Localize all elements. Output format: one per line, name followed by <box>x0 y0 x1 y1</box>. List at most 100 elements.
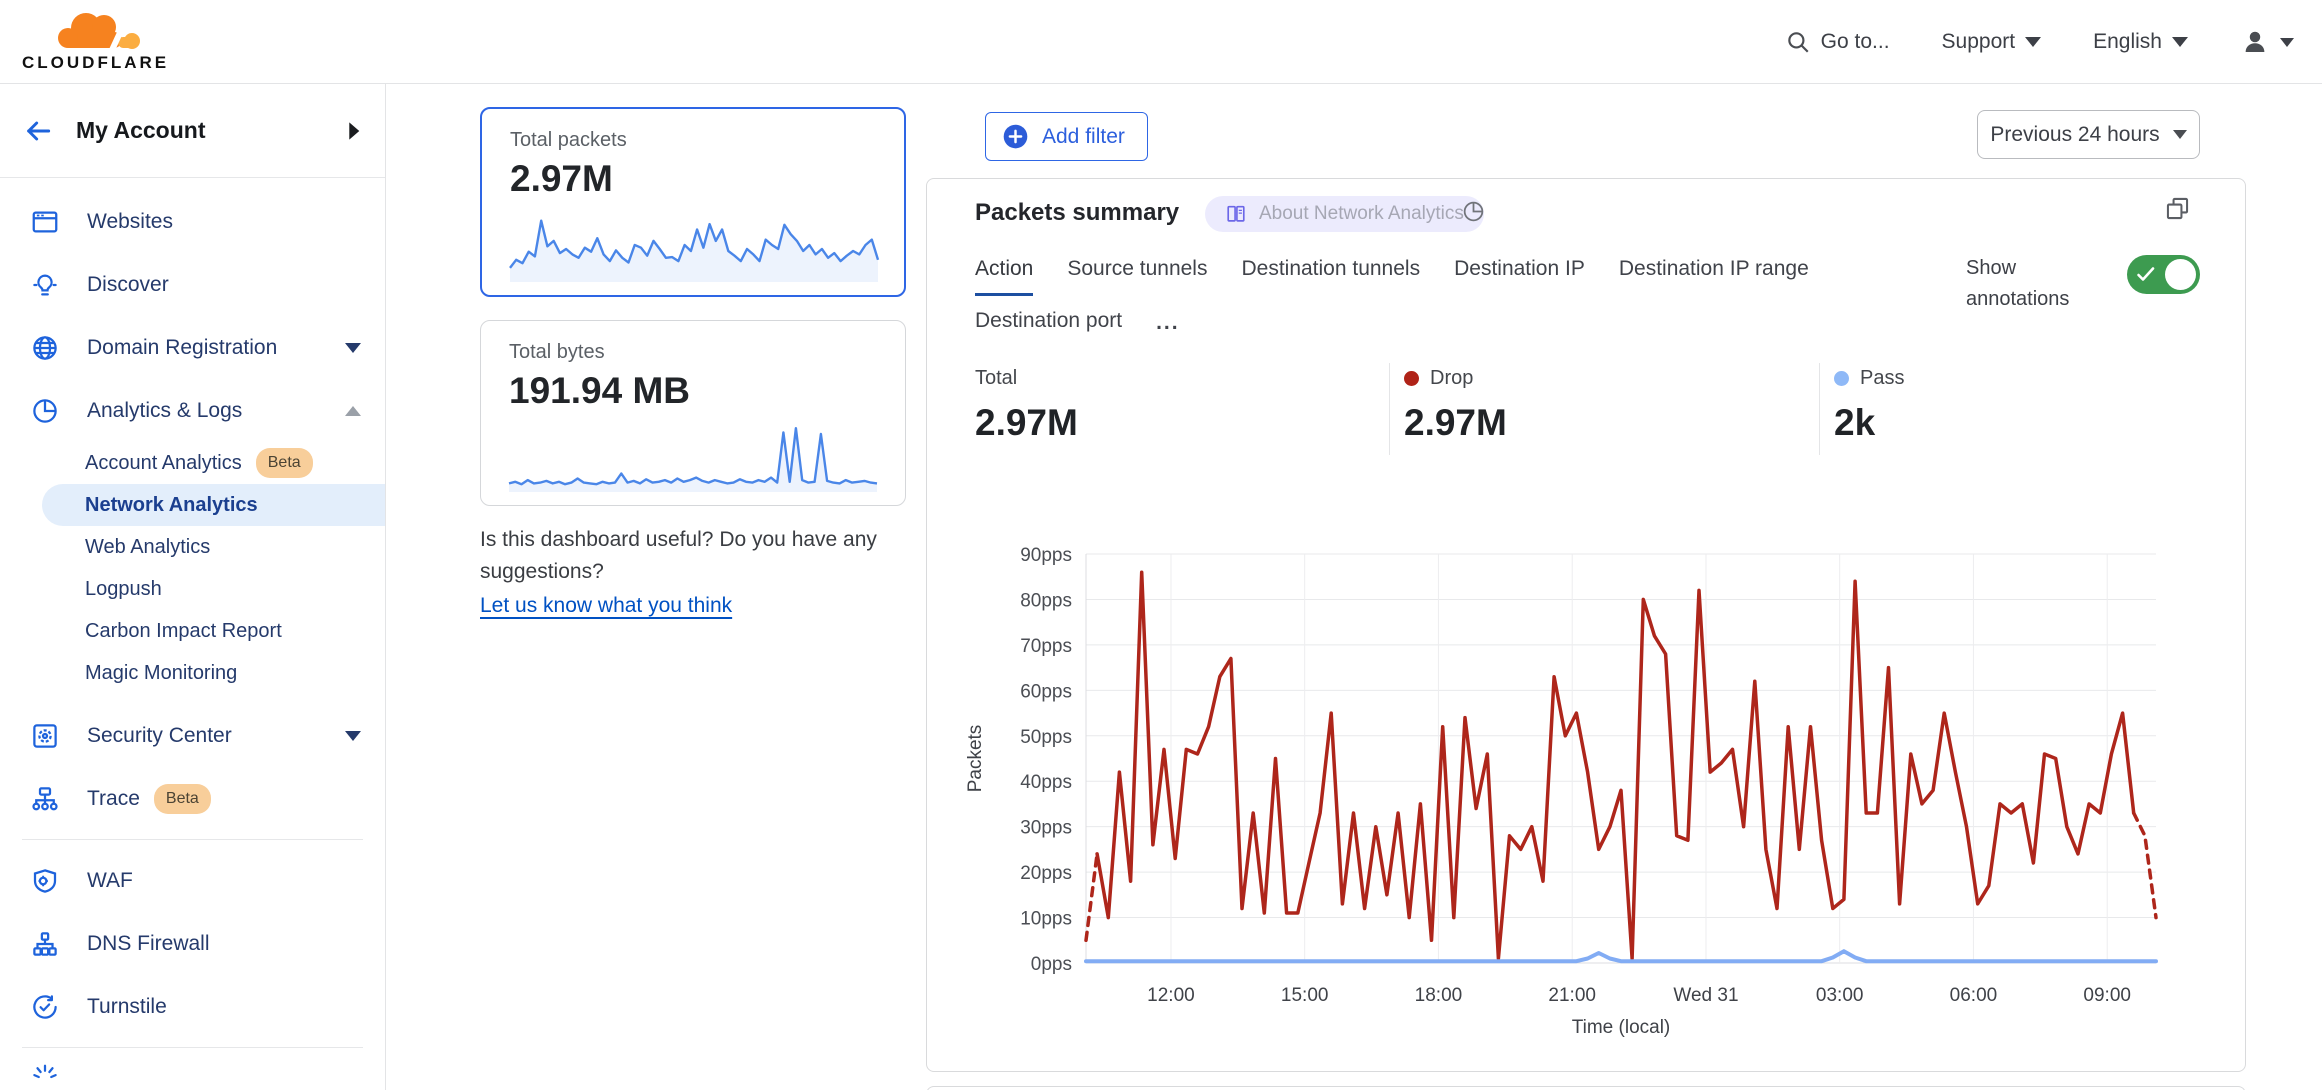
trace-icon <box>28 782 62 816</box>
svg-text:60pps: 60pps <box>1020 681 1072 702</box>
caret-up-icon <box>345 405 361 416</box>
goto-search[interactable]: Go to... <box>1785 29 1890 55</box>
caret-down-icon <box>345 730 361 741</box>
caret-down-icon <box>2172 37 2188 47</box>
book-icon <box>1225 203 1247 225</box>
tab-destination-ip-range[interactable]: Destination IP range <box>1618 257 1809 280</box>
add-filter-button[interactable]: Add filter <box>985 112 1148 161</box>
sidebar-item-domain-registration[interactable]: Domain Registration <box>0 316 385 379</box>
support-menu[interactable]: Support <box>1942 30 2042 54</box>
sidebar-subitem-web-analytics[interactable]: Web Analytics <box>0 526 385 568</box>
sidebar-item-label: Domain Registration <box>87 335 278 359</box>
sidebar-subitem-account-analytics[interactable]: Account Analytics Beta <box>0 442 385 484</box>
sidebar-item-trace[interactable]: Trace Beta <box>0 767 385 830</box>
svg-text:15:00: 15:00 <box>1281 985 1329 1006</box>
stat-value: 2.97M <box>975 402 1078 443</box>
burst-icon <box>28 1060 62 1090</box>
subitem-label: Magic Monitoring <box>85 661 238 684</box>
pass-legend-dot <box>1834 371 1849 386</box>
drop-legend-dot <box>1404 371 1419 386</box>
beta-badge: Beta <box>153 783 211 814</box>
stat-drop: Drop 2.97M <box>1404 367 1507 444</box>
time-pie-icon[interactable] <box>1461 199 1486 224</box>
cloudflare-cloud-icon <box>40 8 152 52</box>
stat-divider <box>1819 363 1820 455</box>
show-annotations-toggle[interactable] <box>2127 255 2200 294</box>
feedback-link[interactable]: Let us know what you think <box>480 594 733 617</box>
sidebar-item-analytics-logs[interactable]: Analytics & Logs <box>0 379 385 442</box>
metric-label: Total bytes <box>509 341 605 363</box>
feedback-question: Is this dashboard useful? Do you have an… <box>480 528 877 583</box>
subitem-label: Account Analytics <box>85 451 242 474</box>
pie-chart-icon <box>28 394 62 428</box>
sidebar-item-label: Trace <box>87 786 140 810</box>
expand-icon[interactable] <box>2164 195 2191 222</box>
about-badge-label: About Network Analytics <box>1259 203 1464 224</box>
sidebar-item-waf[interactable]: WAF <box>0 849 385 912</box>
svg-text:50pps: 50pps <box>1020 727 1072 748</box>
sidebar-nav: Websites Discover Domain Registrati <box>0 178 385 1090</box>
stat-pass: Pass 2k <box>1834 367 1904 444</box>
metric-value: 191.94 MB <box>509 370 690 411</box>
svg-text:Packets: Packets <box>965 725 986 793</box>
svg-text:12:00: 12:00 <box>1147 985 1195 1006</box>
svg-text:70pps: 70pps <box>1020 636 1072 657</box>
search-icon <box>1785 29 1811 55</box>
sidebar-subitem-network-analytics[interactable]: Network Analytics <box>42 484 385 526</box>
total-packets-card[interactable]: Total packets 2.97M <box>480 107 906 297</box>
cloudflare-logo[interactable]: CLOUDFLARE <box>22 8 169 73</box>
about-network-analytics-badge[interactable]: About Network Analytics <box>1205 196 1484 232</box>
total-bytes-card[interactable]: Total bytes 191.94 MB <box>480 320 906 506</box>
svg-text:18:00: 18:00 <box>1415 985 1463 1006</box>
caret-down-icon <box>345 342 361 353</box>
sidebar-subitem-magic-monitoring[interactable]: Magic Monitoring <box>0 652 385 694</box>
caret-down-icon <box>2025 37 2042 47</box>
subitem-label: Carbon Impact Report <box>85 619 282 642</box>
stats-row: Total 2.97M Drop 2.97M Pass 2k <box>927 363 2245 459</box>
svg-text:40pps: 40pps <box>1020 772 1072 793</box>
sidebar-item-partial[interactable] <box>0 1057 385 1090</box>
sidebar-subitem-logpush[interactable]: Logpush <box>0 568 385 610</box>
tab-destination-port[interactable]: Destination port <box>975 309 1123 332</box>
subitem-label: Web Analytics <box>85 535 211 558</box>
tab-source-tunnels[interactable]: Source tunnels <box>1067 257 1208 280</box>
language-menu[interactable]: English <box>2093 30 2188 54</box>
sidebar-item-websites[interactable]: Websites <box>0 190 385 253</box>
sidebar: My Account Websites <box>0 84 386 1090</box>
time-range-dropdown[interactable]: Previous 24 hours <box>1977 110 2200 159</box>
plus-circle-icon <box>1002 123 1029 150</box>
packets-chart: 0pps 10pps 20pps 30pps 40pps 50pps 60pps 70pps 8… <box>951 537 2231 1042</box>
caret-down-icon <box>2172 130 2187 139</box>
subitem-label: Logpush <box>85 577 162 600</box>
hierarchy-icon <box>28 927 62 961</box>
tab-destination-tunnels[interactable]: Destination tunnels <box>1241 257 1421 280</box>
tab-destination-ip[interactable]: Destination IP <box>1454 257 1585 280</box>
svg-text:03:00: 03:00 <box>1816 985 1864 1006</box>
chevron-right-icon <box>347 121 363 141</box>
sidebar-item-turnstile[interactable]: Turnstile <box>0 975 385 1038</box>
account-menu[interactable] <box>2240 27 2294 57</box>
svg-text:30pps: 30pps <box>1020 818 1072 839</box>
sidebar-item-label: Discover <box>87 272 169 296</box>
stat-label: Drop <box>1430 367 1474 389</box>
svg-text:10pps: 10pps <box>1020 909 1072 930</box>
sidebar-divider <box>22 1047 363 1048</box>
support-label: Support <box>1941 30 2016 53</box>
sidebar-item-label: DNS Firewall <box>87 931 210 955</box>
tabs-more-button[interactable]: ... <box>1156 311 1180 334</box>
svg-text:06:00: 06:00 <box>1950 985 1998 1006</box>
tab-action[interactable]: Action <box>975 257 1034 296</box>
back-arrow-icon[interactable] <box>22 115 54 147</box>
language-label: English <box>2093 30 2162 53</box>
add-filter-label: Add filter <box>1042 124 1125 148</box>
account-title: My Account <box>76 117 206 143</box>
sidebar-item-discover[interactable]: Discover <box>0 253 385 316</box>
svg-text:20pps: 20pps <box>1020 863 1072 884</box>
svg-text:0pps: 0pps <box>1031 954 1072 975</box>
sidebar-subitem-carbon-impact[interactable]: Carbon Impact Report <box>0 610 385 652</box>
sidebar-item-dns-firewall[interactable]: DNS Firewall <box>0 912 385 975</box>
account-header[interactable]: My Account <box>0 84 385 178</box>
refresh-check-icon <box>28 990 62 1024</box>
sidebar-item-security-center[interactable]: Security Center <box>0 704 385 767</box>
